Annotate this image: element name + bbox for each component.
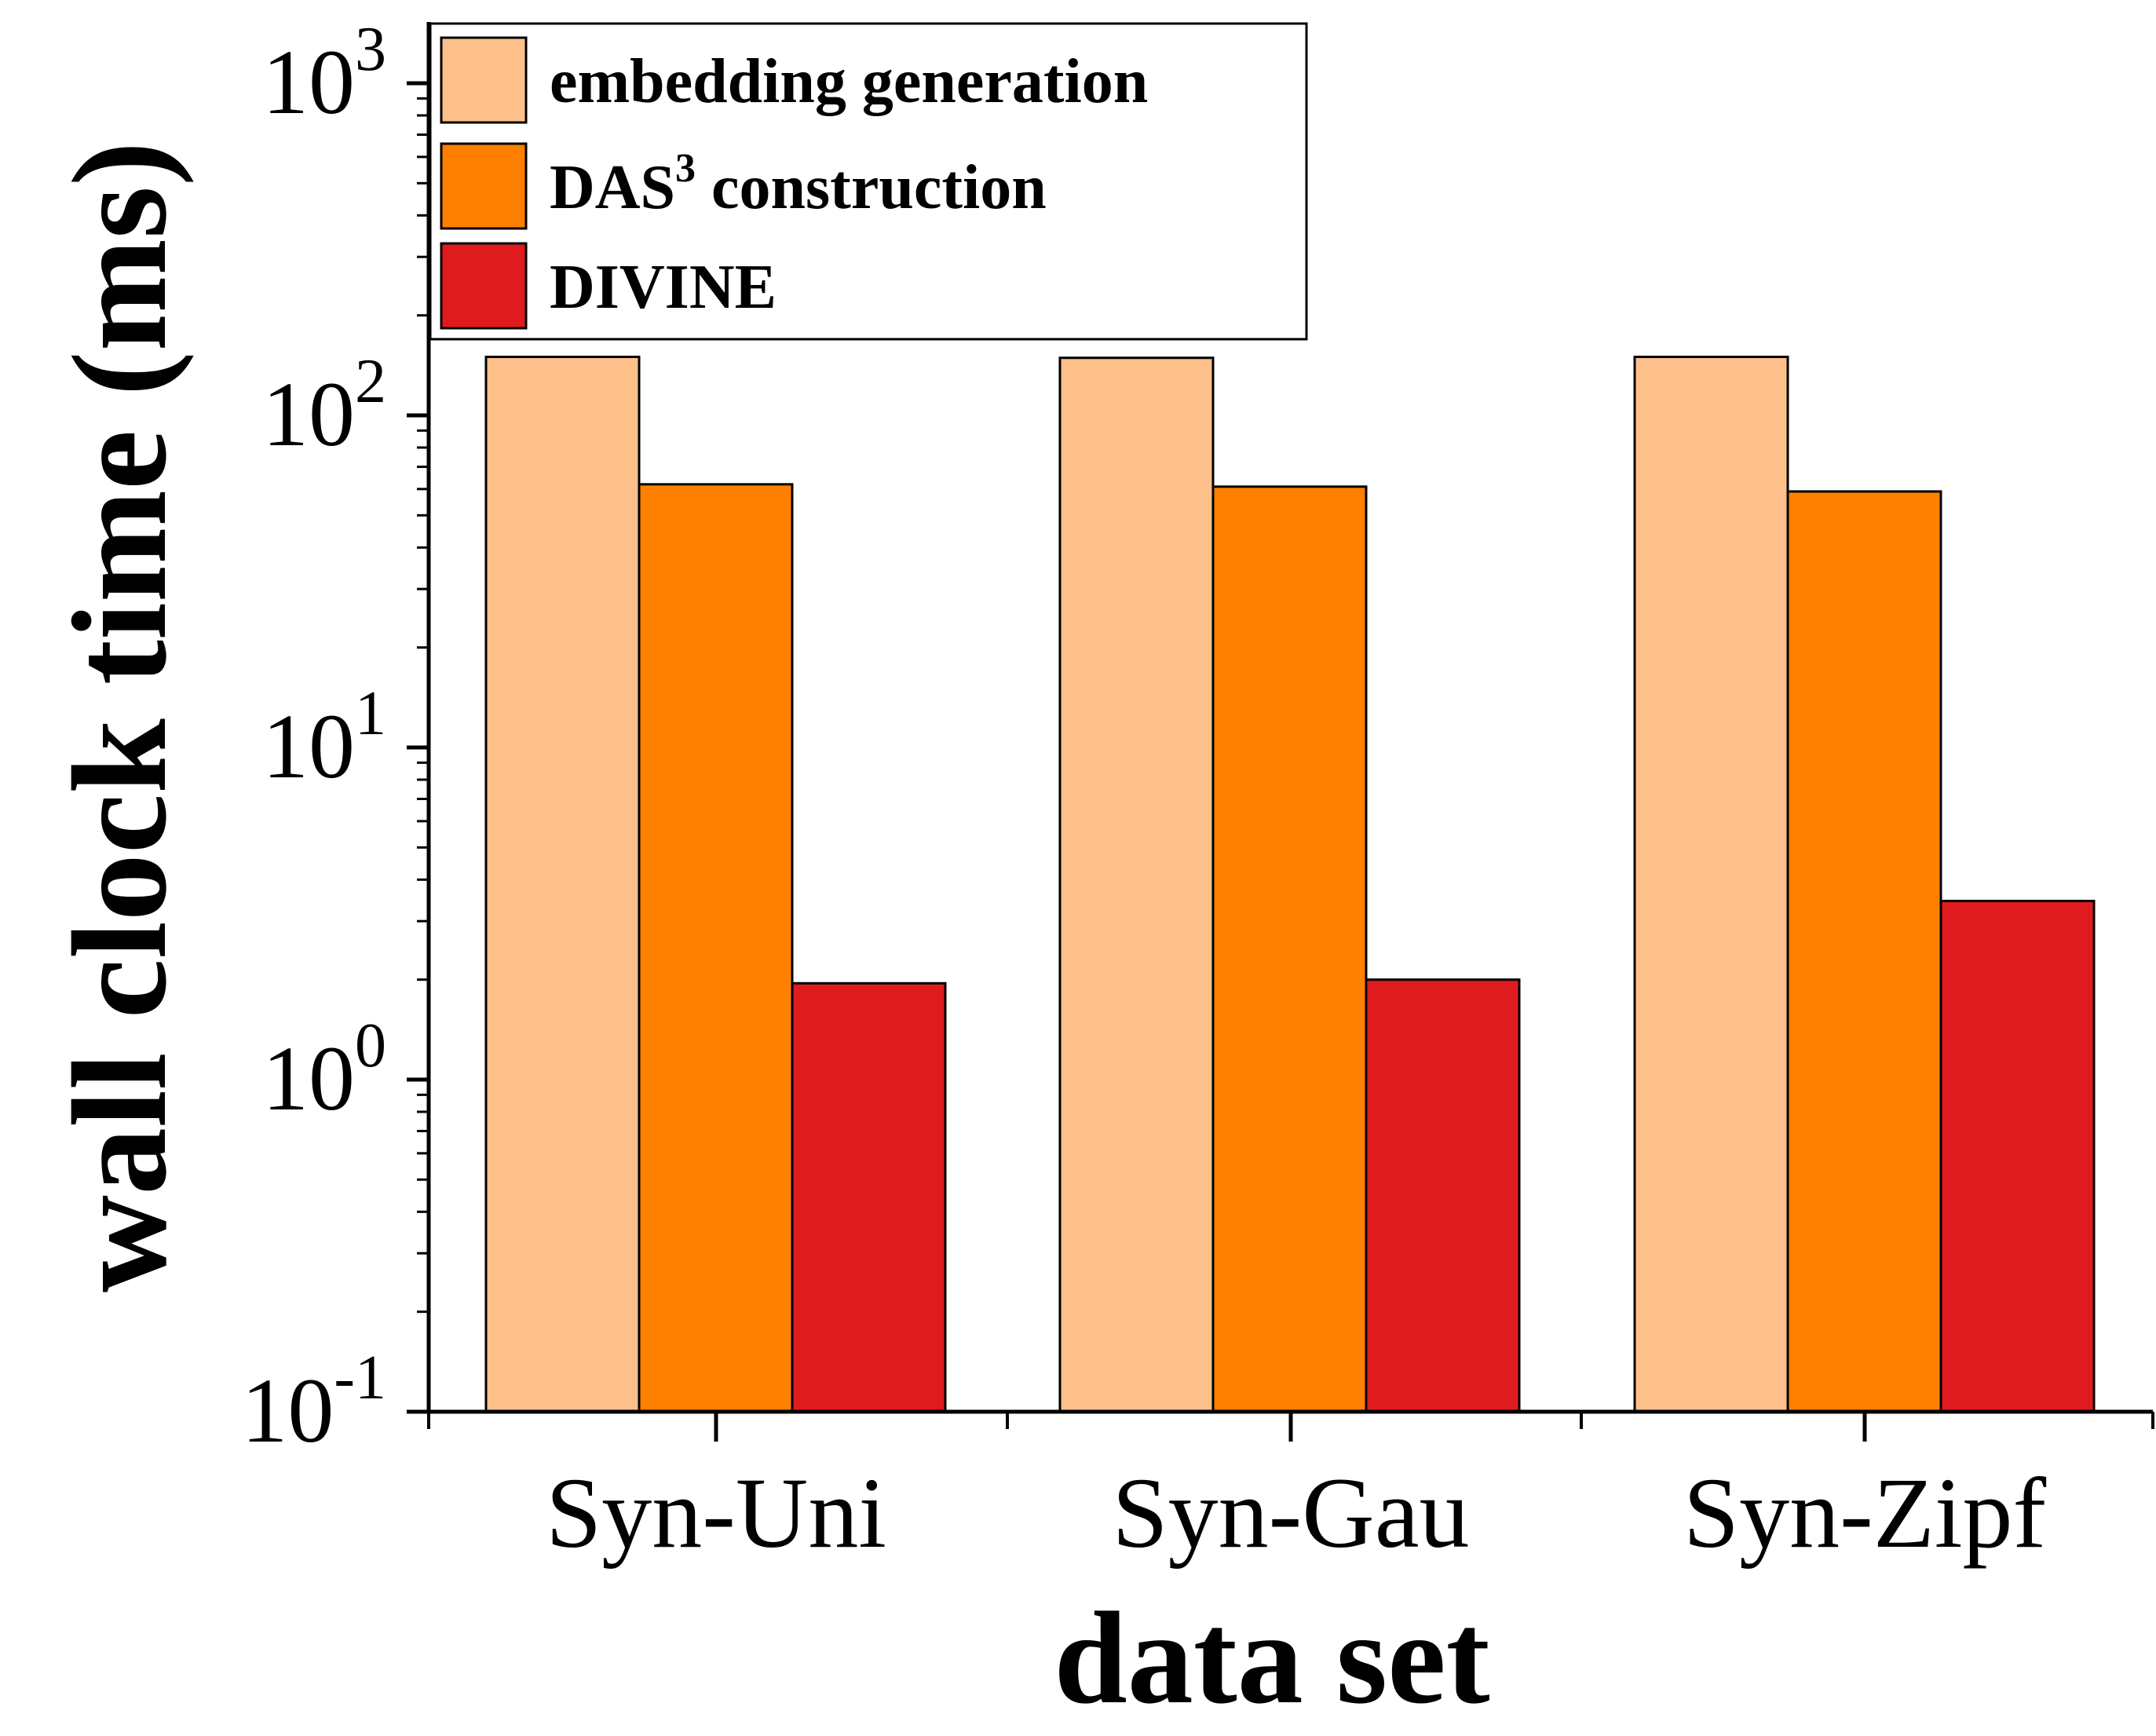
y-tick-label: 10-1	[241, 1343, 386, 1462]
x-ticks-group: Syn-Uni Syn-Gau Syn-Zipf	[427, 1412, 2154, 1569]
legend-swatch-1	[440, 142, 528, 230]
y-tick-label: 100	[262, 1011, 386, 1130]
y-axis-title: wall clock time (ms)	[46, 141, 195, 1292]
bars-group	[484, 356, 2096, 1413]
y-tick-label: 103	[262, 15, 386, 133]
bar-syn-gau-0	[1058, 356, 1215, 1413]
legend-swatch-0	[440, 36, 528, 124]
bar-syn-uni-1	[638, 483, 794, 1413]
x-tick-label: Syn-Uni	[546, 1457, 886, 1569]
x-tick-label: Syn-Gau	[1112, 1457, 1469, 1569]
y-tick-label: 102	[262, 347, 386, 466]
bar-syn-uni-2	[791, 981, 947, 1413]
legend-label-0: embedding generation	[550, 47, 1148, 116]
bar-syn-zipf-2	[1939, 900, 2096, 1413]
bar-syn-zipf-0	[1633, 356, 1789, 1413]
legend-label-2: DIVINE	[550, 253, 777, 322]
x-axis-title: data set	[1054, 1585, 1489, 1731]
bar-syn-uni-0	[484, 356, 641, 1413]
y-tick-label: 101	[262, 679, 386, 798]
legend-label-1: DAS3 construction	[550, 146, 1047, 222]
legend-box	[429, 22, 1308, 341]
legend-swatch-2	[440, 242, 528, 330]
bar-syn-zipf-1	[1786, 490, 1942, 1413]
bar-syn-gau-2	[1365, 978, 1521, 1413]
bar-syn-gau-1	[1211, 485, 1368, 1413]
x-tick-label: Syn-Zipf	[1683, 1457, 2047, 1569]
y-ticks-group: 10-1 100 101 102 103	[241, 15, 429, 1462]
legend: embedding generation DAS3 construction DIV…	[429, 22, 1308, 341]
